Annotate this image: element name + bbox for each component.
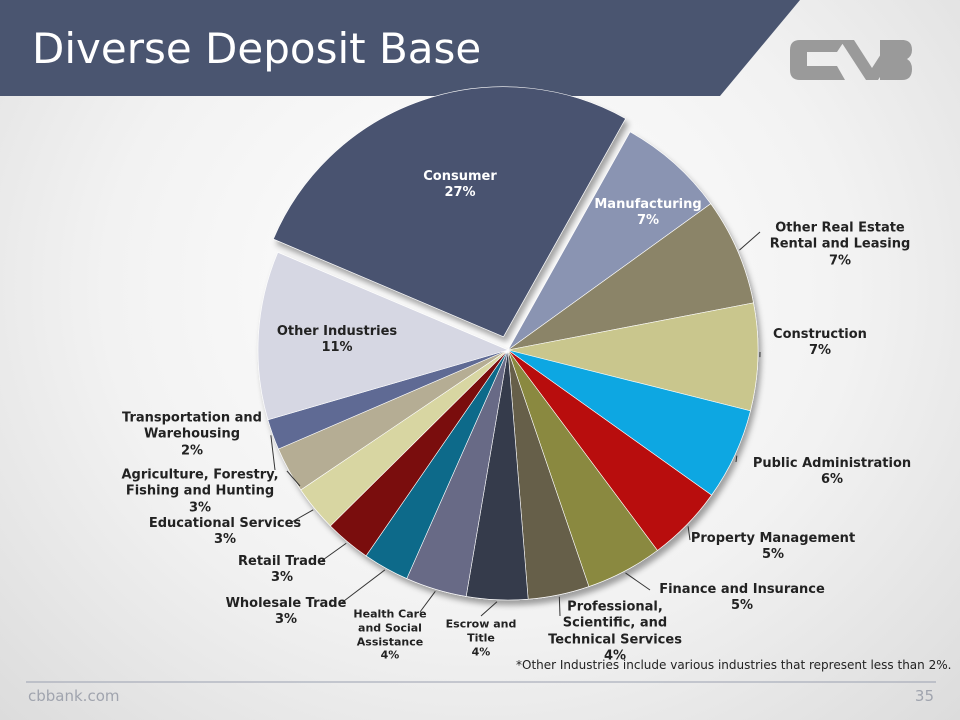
slice-name: Consumer	[423, 168, 497, 184]
slice-label: Educational Services 3%	[140, 516, 310, 549]
slice-name: Manufacturing	[594, 196, 702, 212]
pie	[257, 86, 759, 601]
leader-line	[625, 572, 651, 591]
leader-line	[339, 569, 386, 605]
pie-slice	[507, 302, 759, 412]
slice-label: Consumer 27%	[375, 169, 545, 202]
slice-name: Public Administration	[752, 455, 912, 471]
slice-value: 5%	[761, 547, 785, 562]
page-number: 35	[914, 687, 934, 705]
slice-value: 4%	[471, 644, 491, 658]
leader-line	[480, 601, 498, 617]
slice-name: Retail Trade	[238, 553, 326, 569]
pie-slice	[507, 131, 712, 351]
slice-name: Educational Services	[148, 515, 302, 531]
slice-label: Transportation and Warehousing 2%	[107, 411, 277, 460]
footer-site: cbbank.com	[28, 687, 120, 705]
slice-value: 3%	[270, 570, 294, 585]
slice-name: Escrow and Title	[445, 617, 517, 645]
slice-label: Property Management 5%	[688, 531, 858, 564]
leader-line	[270, 435, 276, 471]
slice-value: 7%	[636, 213, 660, 228]
slice-value: 2%	[180, 443, 204, 459]
slice-name: Professional, Scientific, and Technical …	[548, 599, 682, 648]
slice-value: 3%	[188, 500, 212, 516]
slice-value: 7%	[808, 343, 832, 358]
slide-title: Diverse Deposit Base	[32, 24, 482, 73]
title-bar	[0, 0, 800, 96]
slice-label: Agriculture, Forestry, Fishing and Hunti…	[115, 468, 285, 517]
slice-label: Public Administration 6%	[747, 456, 917, 489]
slice-name: Property Management	[690, 530, 856, 546]
slice-label: Other Industries 11%	[252, 324, 422, 357]
slice-label: Wholesale Trade 3%	[201, 596, 371, 629]
leader-line	[687, 526, 691, 541]
pie-slice	[507, 203, 754, 351]
slice-label: Manufacturing 7%	[563, 197, 733, 230]
slice-label: Other Real Estate Rental and Leasing 7%	[755, 221, 925, 270]
slice-name: Wholesale Trade	[225, 595, 347, 611]
slice-value: 6%	[820, 472, 844, 487]
slice-label: Escrow and Title 4%	[441, 617, 521, 658]
leader-line	[558, 596, 561, 617]
slice-value: 3%	[274, 612, 298, 627]
logo	[790, 40, 912, 80]
slice-label: Construction 7%	[735, 327, 905, 360]
leader-line	[289, 509, 314, 524]
slice-label: Professional, Scientific, and Technical …	[530, 600, 700, 665]
slice-name: Agriculture, Forestry, Fishing and Hunti…	[121, 467, 279, 499]
slice-value: 4%	[603, 648, 627, 664]
slice-name: Health Care and Social Assistance	[353, 607, 427, 649]
slice-name: Transportation and Warehousing	[122, 410, 262, 442]
leader-line	[286, 470, 301, 487]
slice-value: 3%	[213, 532, 237, 547]
slice-name: Other Real Estate Rental and Leasing	[769, 220, 911, 252]
leader-line	[735, 455, 738, 463]
pie-slice	[272, 86, 626, 338]
leader-line	[419, 590, 436, 613]
footnote: *Other Industries include various indust…	[516, 658, 952, 672]
slice-label: Health Care and Social Assistance 4%	[340, 608, 440, 663]
slice-label: Retail Trade 3%	[197, 554, 367, 587]
slice-name: Construction	[773, 326, 867, 342]
leader-line	[319, 542, 347, 563]
pie-slice	[257, 251, 509, 421]
slice-value: 11%	[321, 340, 353, 355]
slice-value: 5%	[730, 598, 754, 613]
slice-value: 4%	[380, 648, 400, 662]
slice-value: 7%	[828, 253, 852, 269]
slice-name: Other Industries	[276, 323, 398, 339]
slice-value: 27%	[444, 185, 476, 200]
leader-lines	[270, 231, 761, 617]
leader-line	[739, 231, 761, 251]
slice-label: Finance and Insurance 5%	[657, 582, 827, 615]
slice-name: Finance and Insurance	[659, 581, 825, 597]
